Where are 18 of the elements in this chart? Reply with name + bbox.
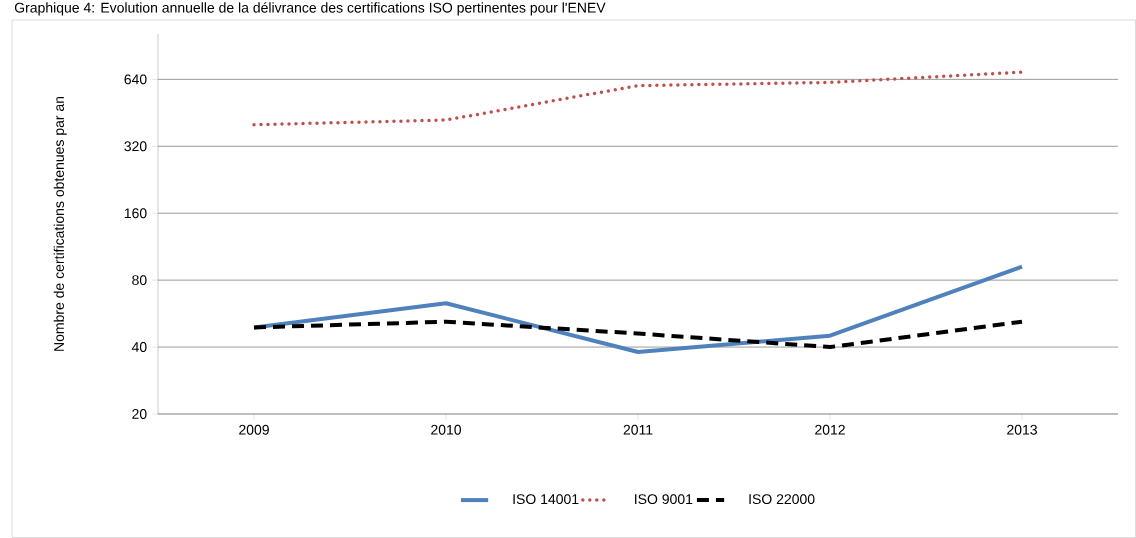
x-tick-label: 2010 — [431, 424, 462, 435]
x-tick-label: 2012 — [815, 424, 845, 435]
line-series — [252, 70, 1024, 127]
y-tick-label: 320 — [124, 141, 147, 152]
legend-label: ISO 9001 — [635, 494, 693, 505]
y-tick-label: 80 — [132, 275, 147, 286]
x-tick-label: 2011 — [623, 424, 653, 435]
x-tick-label: 2009 — [239, 424, 269, 435]
y-tick-label: 160 — [124, 208, 147, 219]
legend-label: ISO 22000 — [749, 494, 815, 505]
legend-label: ISO 14001 — [513, 494, 579, 505]
y-tick-label: 40 — [131, 342, 147, 353]
y-axis-title: Nombre de certifications obtenues par an — [53, 96, 67, 351]
line-series — [252, 319, 1024, 350]
y-tick-label: 20 — [132, 409, 147, 419]
x-tick-label: 2013 — [1007, 424, 1037, 435]
chart-title: Graphique 4: Evolution annuelle de la délivrance des certifications ISO pertinentes pour l'ENEV — [14, 2, 606, 16]
y-tick-label: 640 — [124, 74, 147, 85]
